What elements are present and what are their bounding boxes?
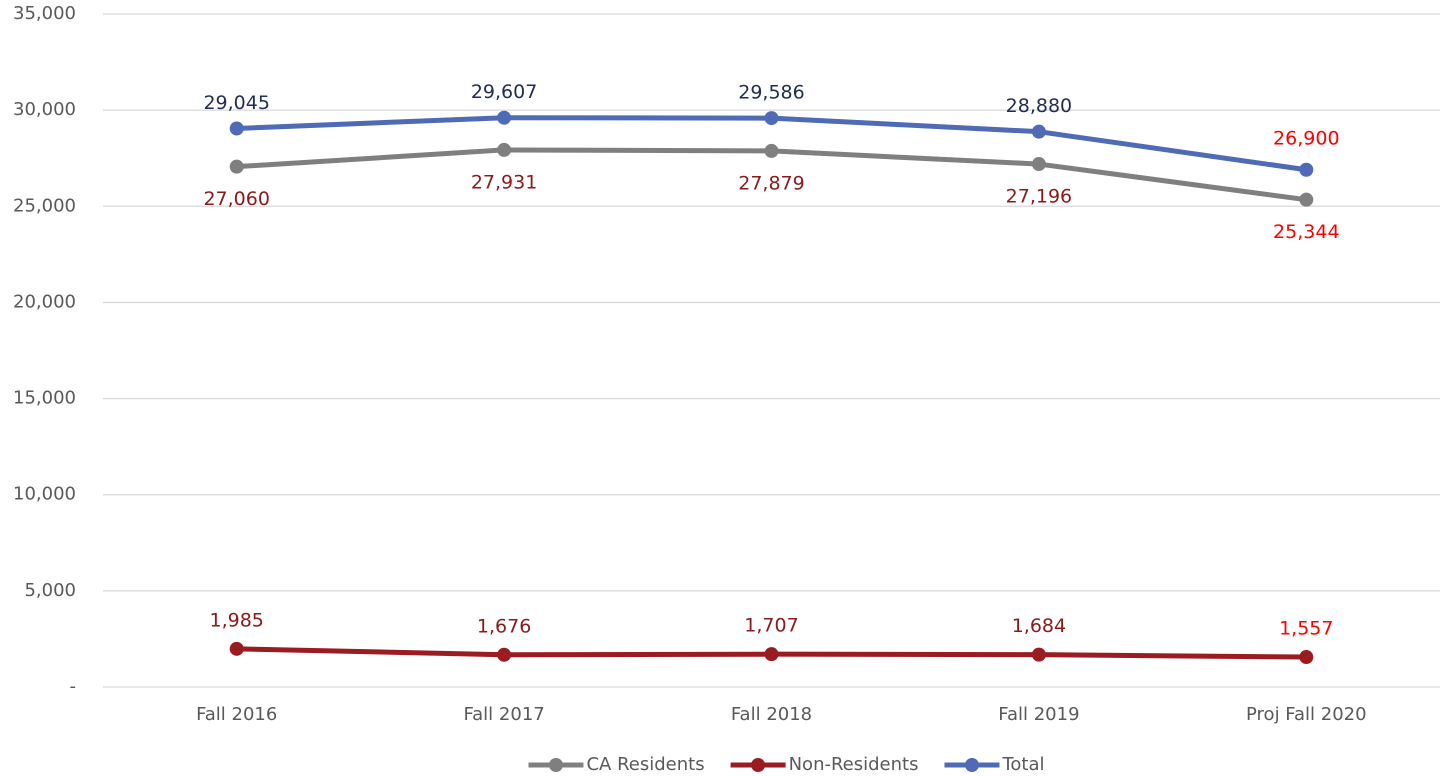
legend-marker (964, 758, 979, 772)
legend-label: CA Residents (586, 754, 704, 775)
value-label: 29,586 (738, 82, 804, 104)
legend-item: Non-Residents (730, 754, 919, 775)
x-tick-label: Proj Fall 2020 (1246, 704, 1367, 725)
data-point (497, 142, 512, 157)
legend-label: Total (1001, 754, 1044, 775)
y-tick-label: 15,000 (13, 388, 76, 409)
legend-marker (548, 758, 563, 772)
y-tick-label: 30,000 (13, 99, 76, 120)
legend-marker (751, 758, 766, 772)
legend-item: CA Residents (528, 754, 705, 775)
value-label: 1,684 (1012, 615, 1066, 637)
data-point (229, 121, 244, 136)
data-point (497, 647, 512, 662)
data-point (764, 111, 779, 126)
x-tick-label: Fall 2016 (196, 704, 277, 725)
data-point (1299, 162, 1314, 177)
value-label: 1,985 (209, 609, 263, 631)
data-point (497, 110, 512, 125)
data-point (764, 143, 779, 158)
x-tick-label: Fall 2017 (463, 704, 544, 725)
y-tick-label: 20,000 (13, 291, 76, 312)
data-point (1299, 650, 1314, 665)
data-point (1031, 157, 1046, 172)
data-point (229, 641, 244, 656)
data-point (1031, 124, 1046, 139)
value-label: 27,196 (1006, 186, 1072, 208)
value-label: 27,879 (738, 172, 804, 194)
value-label: 27,060 (203, 188, 269, 210)
value-label: 29,045 (203, 92, 269, 114)
y-tick-label: 5,000 (24, 580, 76, 601)
x-tick-label: Fall 2019 (998, 704, 1079, 725)
value-label: 1,557 (1279, 618, 1333, 640)
value-label: 25,344 (1273, 221, 1339, 243)
y-tick-label: 10,000 (13, 484, 76, 505)
value-label: 1,707 (744, 615, 798, 637)
y-tick-label: 25,000 (13, 195, 76, 216)
y-tick-label: - (70, 676, 77, 697)
data-point (229, 159, 244, 174)
x-tick-label: Fall 2018 (731, 704, 812, 725)
value-label: 1,676 (477, 615, 531, 637)
data-point (1031, 647, 1046, 662)
y-tick-label: 35,000 (13, 3, 76, 24)
data-point (764, 647, 779, 662)
value-label: 27,931 (471, 171, 537, 193)
series-line (236, 115, 1307, 173)
value-label: 29,607 (471, 81, 537, 103)
legend-item: Total (944, 754, 1045, 775)
value-label: 28,880 (1006, 95, 1072, 117)
legend-label: Non-Residents (789, 754, 919, 775)
value-label: 26,900 (1273, 127, 1339, 149)
data-point (1299, 192, 1314, 207)
